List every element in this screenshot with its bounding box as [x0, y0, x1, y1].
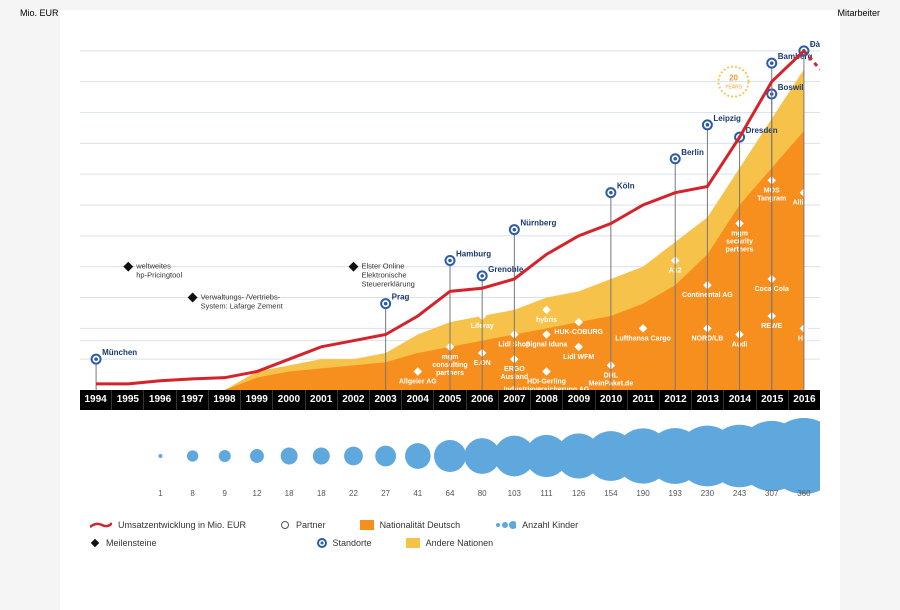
y-left-title: Mio. EUR: [20, 8, 59, 18]
svg-text:Boswil: Boswil: [778, 83, 804, 92]
svg-text:22: 22: [349, 489, 358, 498]
year-cell: 2009: [563, 390, 595, 410]
legend-nat-other: Andere Nationen: [406, 538, 494, 548]
year-cell: 2014: [724, 390, 756, 410]
svg-text:weltweiteshp-Pricingtool: weltweiteshp-Pricingtool: [135, 262, 182, 280]
svg-text:Prag: Prag: [392, 293, 410, 302]
svg-text:Grenoble: Grenoble: [488, 265, 524, 274]
legend-revenue: Umsatzentwicklung in Mio. EUR: [90, 520, 246, 530]
svg-text:80: 80: [478, 489, 487, 498]
year-cell: 2002: [338, 390, 370, 410]
year-cell: 2004: [402, 390, 434, 410]
svg-text:Nürnberg: Nürnberg: [520, 219, 556, 228]
year-cell: 2010: [596, 390, 628, 410]
svg-text:27: 27: [381, 489, 390, 498]
svg-text:64: 64: [446, 489, 455, 498]
svg-text:Signal Iduna: Signal Iduna: [526, 342, 568, 349]
year-cell: 2016: [789, 390, 820, 410]
year-cell: 2000: [273, 390, 305, 410]
svg-text:9: 9: [223, 489, 228, 498]
year-cell: 1998: [209, 390, 241, 410]
year-cell: 1995: [112, 390, 144, 410]
year-cell: 2007: [499, 390, 531, 410]
svg-text:41: 41: [413, 489, 422, 498]
svg-text:12: 12: [253, 489, 262, 498]
y-right-title: Mitarbeiter: [837, 8, 880, 18]
year-cell: 1994: [80, 390, 112, 410]
svg-text:190: 190: [636, 489, 650, 498]
svg-text:18: 18: [285, 489, 294, 498]
svg-text:hybris: hybris: [536, 317, 557, 324]
svg-text:Berlin: Berlin: [681, 148, 704, 157]
legend-kids: Anzahl Kinder: [494, 520, 578, 530]
year-cell: 2011: [628, 390, 660, 410]
svg-text:Hamburg: Hamburg: [456, 250, 491, 259]
svg-text:360: 360: [797, 489, 811, 498]
svg-text:Verwaltungs- /Vertriebs-System: Verwaltungs- /Vertriebs-System: Lafarge …: [201, 293, 284, 311]
year-cell: 2003: [370, 390, 402, 410]
year-cell: 2012: [660, 390, 692, 410]
svg-text:Köln: Köln: [617, 182, 635, 191]
main-plot: 5810152025303540455055 50801001502002503…: [80, 20, 820, 390]
legend-milestone: Meilensteine: [90, 538, 157, 548]
kids-bubbles: 1 8 9 12 18 18 22 27 41 64 80 103 111 12…: [80, 418, 820, 498]
svg-text:Lidl WFM: Lidl WFM: [563, 354, 594, 361]
svg-text:103: 103: [508, 489, 522, 498]
svg-text:Đà Nẵng: Đà Nẵng: [810, 40, 820, 49]
svg-text:243: 243: [733, 489, 747, 498]
svg-text:Lufthansa Cargo: Lufthansa Cargo: [615, 335, 671, 342]
year-axis: 1994199519961997199819992000200120022003…: [80, 390, 820, 410]
svg-text:18: 18: [317, 489, 326, 498]
legend-nat-de: Nationalität Deutsch: [360, 520, 461, 530]
svg-text:126: 126: [572, 489, 586, 498]
svg-text:20: 20: [729, 74, 738, 83]
year-cell: 2008: [531, 390, 563, 410]
year-cell: 1997: [177, 390, 209, 410]
svg-text:193: 193: [669, 489, 683, 498]
year-cell: 2006: [467, 390, 499, 410]
svg-text:HUK-COBURG: HUK-COBURG: [554, 329, 603, 336]
year-cell: 2013: [692, 390, 724, 410]
svg-text:Allgeier AG: Allgeier AG: [399, 379, 437, 386]
svg-text:8: 8: [190, 489, 195, 498]
legend: Umsatzentwicklung in Mio. EUR Partner Na…: [90, 520, 810, 556]
svg-text:307: 307: [765, 489, 779, 498]
year-cell: 1996: [144, 390, 176, 410]
svg-text:Dresden: Dresden: [746, 126, 778, 135]
svg-text:Elster OnlineElektronischeSteu: Elster OnlineElektronischeSteuererklärun…: [361, 262, 414, 289]
legend-location: Standorte: [317, 538, 372, 548]
svg-text:München: München: [102, 348, 137, 357]
legend-partner: Partner: [280, 520, 326, 530]
svg-text:1: 1: [158, 489, 163, 498]
svg-text:230: 230: [701, 489, 715, 498]
svg-text:111: 111: [540, 489, 553, 498]
svg-text:YEARS: YEARS: [725, 85, 743, 91]
year-cell: 1999: [241, 390, 273, 410]
svg-text:Leipzig: Leipzig: [713, 114, 741, 123]
svg-text:154: 154: [604, 489, 618, 498]
year-cell: 2005: [434, 390, 466, 410]
year-cell: 2001: [306, 390, 338, 410]
year-cell: 2015: [757, 390, 789, 410]
